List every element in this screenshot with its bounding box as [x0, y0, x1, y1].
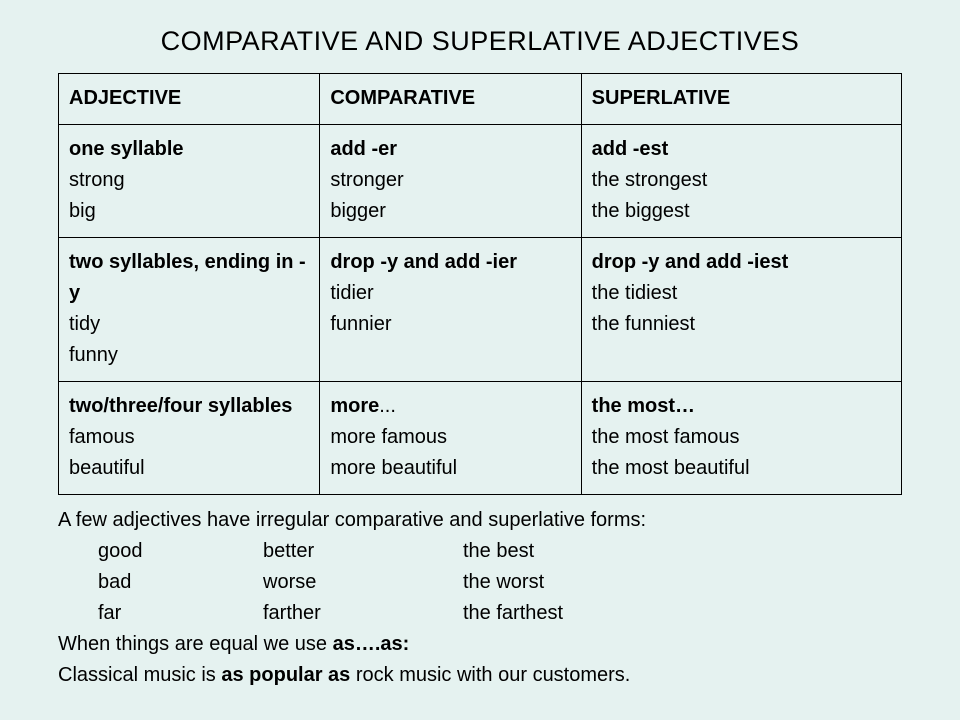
example: strong: [69, 169, 125, 191]
table-row: one syllable strong big add -er stronger…: [59, 125, 902, 238]
adjectives-table: ADJECTIVE COMPARATIVE SUPERLATIVE one sy…: [58, 73, 902, 495]
rule: drop -y and add -iest: [592, 251, 789, 273]
table-row: two/three/four syllables famous beautifu…: [59, 382, 902, 495]
example: bigger: [330, 200, 386, 222]
irregular-row: good better the best: [58, 536, 902, 567]
irregular-comp: farther: [263, 598, 463, 629]
page-title: COMPARATIVE AND SUPERLATIVE ADJECTIVES: [58, 26, 902, 57]
example: famous: [69, 426, 135, 448]
cell-comparative: add -er stronger bigger: [320, 125, 581, 238]
example: the biggest: [592, 200, 690, 222]
irregular-adj: good: [98, 536, 263, 567]
rule: add -est: [592, 138, 669, 160]
table-row: two syllables, ending in -y tidy funny d…: [59, 238, 902, 382]
irregular-adj: far: [98, 598, 263, 629]
text: Classical music is: [58, 664, 221, 686]
rule: more: [330, 395, 379, 417]
header-superlative: SUPERLATIVE: [581, 74, 901, 125]
example: the tidiest: [592, 282, 678, 304]
example: funny: [69, 344, 118, 366]
example: the most beautiful: [592, 457, 750, 479]
rule: the most…: [592, 395, 695, 417]
example: tidier: [330, 282, 373, 304]
text: rock music with our customers.: [350, 664, 630, 686]
example: the funniest: [592, 313, 695, 335]
example: tidy: [69, 313, 100, 335]
example: more beautiful: [330, 457, 457, 479]
example: more famous: [330, 426, 447, 448]
cell-superlative: drop -y and add -iest the tidiest the fu…: [581, 238, 901, 382]
equal-line-1: When things are equal we use as….as:: [58, 629, 902, 660]
text: When things are equal we use: [58, 633, 333, 655]
irregular-comp: worse: [263, 567, 463, 598]
header-adjective: ADJECTIVE: [59, 74, 320, 125]
cell-adjective: one syllable strong big: [59, 125, 320, 238]
cell-adjective: two/three/four syllables famous beautifu…: [59, 382, 320, 495]
text-bold: as….as:: [333, 633, 410, 655]
cell-adjective: two syllables, ending in -y tidy funny: [59, 238, 320, 382]
irregular-comp: better: [263, 536, 463, 567]
irregular-intro: A few adjectives have irregular comparat…: [58, 505, 902, 536]
rule: two/three/four syllables: [69, 395, 292, 417]
cell-comparative: more... more famous more beautiful: [320, 382, 581, 495]
irregular-row: bad worse the worst: [58, 567, 902, 598]
cell-comparative: drop -y and add -ier tidier funnier: [320, 238, 581, 382]
rule: two syllables, ending in -y: [69, 251, 306, 304]
cell-superlative: add -est the strongest the biggest: [581, 125, 901, 238]
example: funnier: [330, 313, 391, 335]
irregular-adj: bad: [98, 567, 263, 598]
table-header: ADJECTIVE COMPARATIVE SUPERLATIVE: [59, 74, 902, 125]
rule-tail: ...: [379, 395, 396, 417]
equal-line-2: Classical music is as popular as rock mu…: [58, 660, 902, 691]
rule: one syllable: [69, 138, 184, 160]
header-comparative: COMPARATIVE: [320, 74, 581, 125]
cell-superlative: the most… the most famous the most beaut…: [581, 382, 901, 495]
notes: A few adjectives have irregular comparat…: [58, 505, 902, 691]
rule: add -er: [330, 138, 397, 160]
example: the strongest: [592, 169, 708, 191]
irregular-sup: the best: [463, 536, 534, 567]
irregular-sup: the worst: [463, 567, 544, 598]
irregular-sup: the farthest: [463, 598, 563, 629]
example: the most famous: [592, 426, 740, 448]
irregular-row: far farther the farthest: [58, 598, 902, 629]
rule: drop -y and add -ier: [330, 251, 517, 273]
example: big: [69, 200, 96, 222]
example: beautiful: [69, 457, 145, 479]
example: stronger: [330, 169, 403, 191]
text-bold: as popular as: [221, 664, 350, 686]
